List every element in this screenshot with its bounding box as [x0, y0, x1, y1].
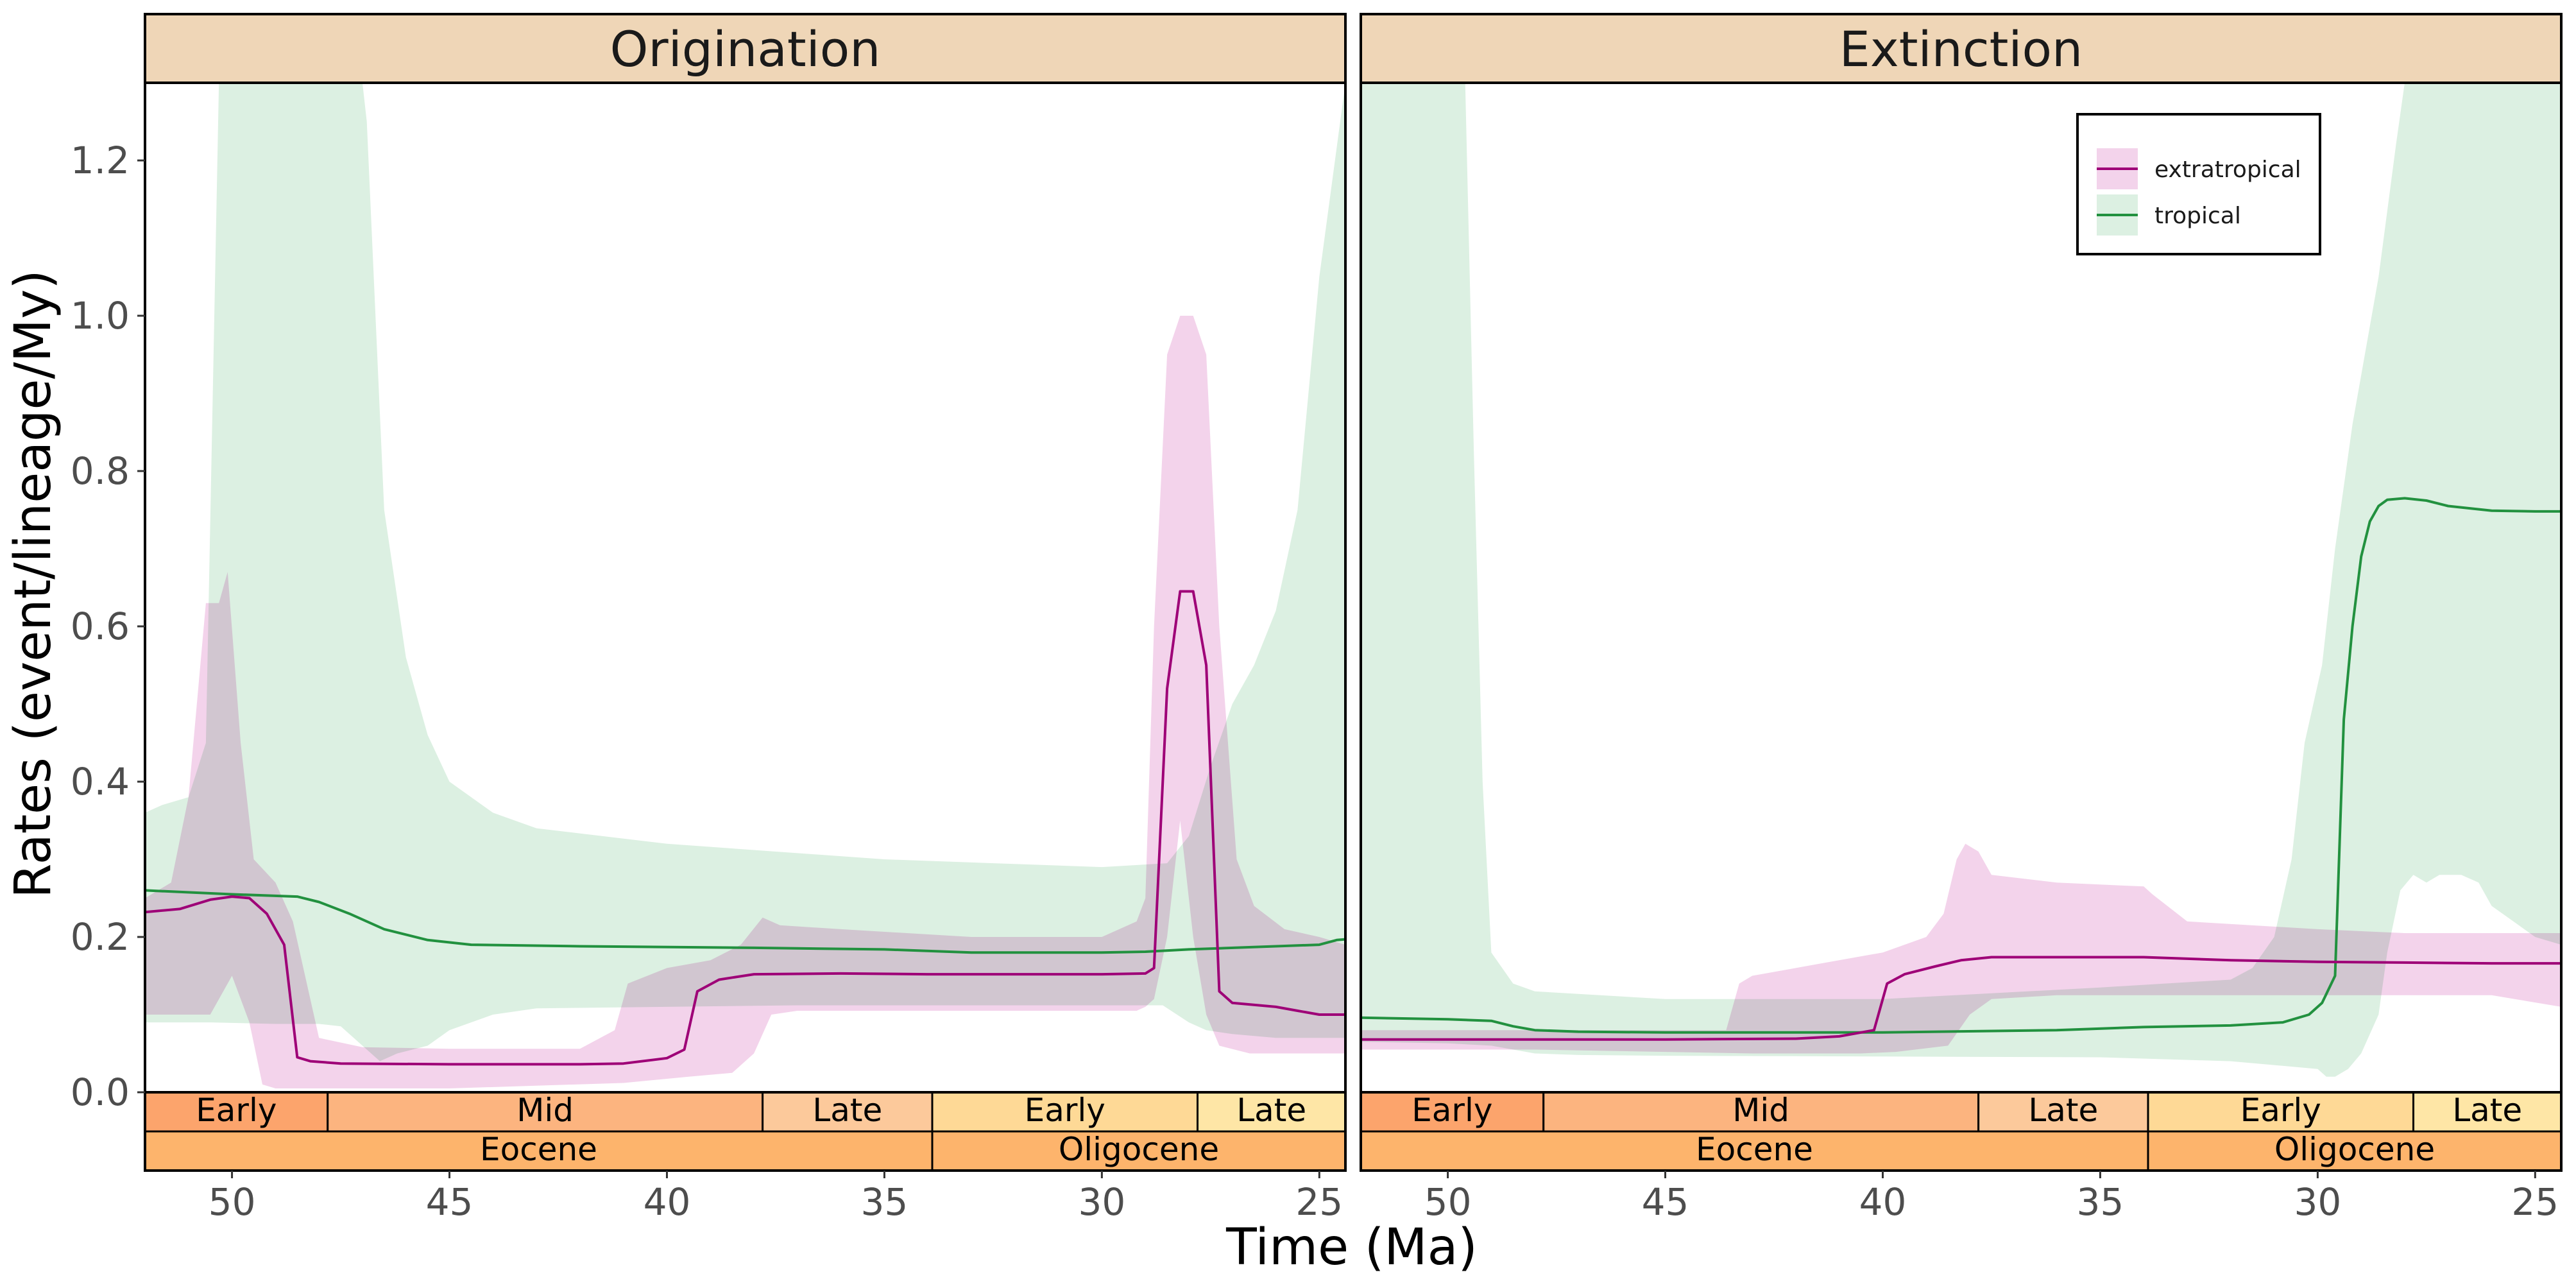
tropical-confidence-band — [1361, 83, 2561, 1077]
epoch-box — [1361, 1130, 2149, 1171]
stage-box — [145, 1092, 329, 1133]
stage-label: Late — [2028, 1092, 2098, 1129]
extratropical-confidence-band — [1361, 843, 2561, 1054]
timescale-frame — [144, 1091, 1347, 1172]
y-tick-label: 0.2 — [71, 915, 130, 959]
timescale: Early Mid Late Early Late Eocene Oligocene — [1361, 1092, 2561, 1171]
epoch-box — [145, 1130, 934, 1171]
facet-strip — [144, 13, 1347, 84]
epoch-box — [2147, 1130, 2561, 1171]
stage-label: Mid — [516, 1092, 574, 1129]
x-tick-label: 25 — [2511, 1180, 2559, 1224]
x-tick-label: 45 — [426, 1180, 473, 1224]
legend: extratropical tropical — [2076, 113, 2321, 255]
y-tick-label: 0.8 — [71, 449, 130, 493]
y-tick-label: 0.0 — [71, 1070, 130, 1114]
facet-title: Extinction — [1839, 21, 2083, 78]
x-axis-title: Time (Ma) — [1225, 1219, 1478, 1276]
x-tick-label: 30 — [2294, 1180, 2341, 1224]
stage-label: Early — [1025, 1092, 1105, 1129]
y-tick-label: 0.4 — [71, 760, 130, 803]
epoch-label: Oligocene — [2274, 1131, 2435, 1168]
tropical-confidence-band — [145, 83, 1345, 1061]
stage-label: Mid — [1732, 1092, 1789, 1129]
legend-label: extratropical — [2154, 157, 2301, 183]
extratropical-confidence-band — [145, 316, 1345, 1088]
x-tick-label: 40 — [644, 1180, 691, 1224]
stage-box — [327, 1092, 764, 1133]
stage-label: Late — [812, 1092, 882, 1129]
extratropical-rate-line — [145, 590, 1345, 1066]
y-axis-title: Rates (event/lineage/My) — [4, 270, 62, 898]
x-tick-label: 50 — [1424, 1180, 1472, 1224]
epoch-box — [931, 1130, 1345, 1171]
stage-box — [762, 1092, 934, 1133]
stage-label: Late — [2452, 1092, 2522, 1129]
panel-extinction: Extinction Early Mid Late Early Late Eocene Oli… — [1360, 13, 2563, 1224]
extratropical-rate-line — [1361, 956, 2561, 1041]
epoch-label: Oligocene — [1059, 1131, 1219, 1168]
x-tick-label: 30 — [1078, 1180, 1125, 1224]
panels-layer: Origination Early Mid Late Early Late Eocene Ol… — [71, 13, 2563, 1224]
x-tick-label: 50 — [209, 1180, 256, 1224]
stage-label: Early — [196, 1092, 277, 1129]
stage-box — [1197, 1092, 1345, 1133]
y-tick-label: 1.0 — [71, 294, 130, 338]
tropical-rate-line — [1361, 497, 2561, 1034]
x-tick-label: 35 — [2077, 1180, 2124, 1224]
legend-label: tropical — [2154, 203, 2241, 229]
facet-strip — [1360, 13, 2563, 84]
x-tick-label: 40 — [1859, 1180, 1907, 1224]
x-tick-label: 45 — [1642, 1180, 1689, 1224]
stage-box — [2412, 1092, 2561, 1133]
epoch-label: Eocene — [480, 1131, 597, 1168]
timescale: Early Mid Late Early Late Eocene Oligocene — [145, 1092, 1345, 1171]
x-tick-label: 25 — [1295, 1180, 1343, 1224]
facet-title: Origination — [610, 21, 881, 78]
plot-area — [1361, 83, 2561, 1092]
panel-origination: Origination Early Mid Late Early Late Eocene Ol… — [71, 13, 1347, 1224]
tropical-rate-line — [145, 889, 1345, 954]
y-tick-label: 0.6 — [71, 605, 130, 648]
stage-label: Late — [1236, 1092, 1306, 1129]
timescale-frame — [1360, 1091, 2563, 1172]
y-tick-label: 1.2 — [71, 139, 130, 182]
plot-area — [145, 83, 1345, 1092]
x-tick-label: 35 — [861, 1180, 908, 1224]
epoch-label: Eocene — [1696, 1131, 1813, 1168]
stage-label: Early — [2240, 1092, 2321, 1129]
stage-label: Early — [1412, 1092, 1492, 1129]
